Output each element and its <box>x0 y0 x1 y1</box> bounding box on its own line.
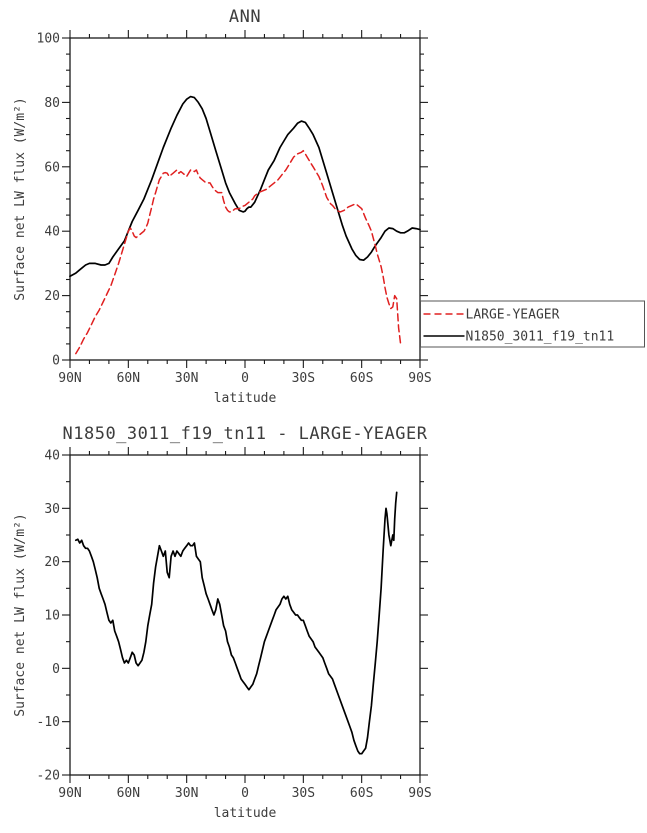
x-tick-label: 60N <box>117 786 140 801</box>
y-tick-label: 0 <box>52 662 60 677</box>
x-tick-label: 90N <box>58 786 81 801</box>
x-tick-label: 0 <box>241 371 249 386</box>
y-tick-label: 20 <box>44 289 60 304</box>
x-tick-label: 90S <box>408 786 431 801</box>
y-tick-label: -10 <box>37 715 60 730</box>
x-tick-label: 30N <box>175 371 198 386</box>
series-n1850-3011-f19-tn11 <box>69 95 421 278</box>
x-tick-label: 90S <box>408 371 431 386</box>
axis-ticks <box>62 447 428 783</box>
top-chart: ANN 90N 60N 30N 0 30S 60S 90S 0 20 40 60 80 100 latitu… <box>13 7 645 406</box>
x-tick-label: 60S <box>350 786 373 801</box>
x-tick-label: 0 <box>241 786 249 801</box>
series-large-yeager <box>75 149 402 355</box>
y-tick-label: 0 <box>52 354 60 369</box>
y-tick-label: 40 <box>44 449 60 464</box>
x-tick-label: 30S <box>292 786 315 801</box>
bottom-chart: N1850_3011_f19_tn11 - LARGE-YEAGER 90N 60N… <box>13 424 432 821</box>
y-tick-label: -20 <box>37 769 60 784</box>
y-axis-title: Surface net LW flux (W/m²) <box>13 97 28 301</box>
chart-title: N1850_3011_f19_tn11 - LARGE-YEAGER <box>63 424 428 444</box>
y-tick-label: 80 <box>44 96 60 111</box>
y-tick-label: 60 <box>44 160 60 175</box>
chart-title: ANN <box>229 7 261 27</box>
x-tick-label: 30S <box>292 371 315 386</box>
y-tick-label: 30 <box>44 502 60 517</box>
y-tick-label: 10 <box>44 609 60 624</box>
plot-area <box>69 37 421 361</box>
x-tick-label: 60S <box>350 371 373 386</box>
legend-box <box>420 300 645 348</box>
x-tick-label: 30N <box>175 786 198 801</box>
y-tick-label: 40 <box>44 225 60 240</box>
x-axis-title: latitude <box>214 391 277 406</box>
y-tick-label: 20 <box>44 555 60 570</box>
axis-ticks <box>62 30 428 368</box>
x-tick-label: 60N <box>117 371 140 386</box>
series-n1850-3011-f19-tn11-large-yeager <box>74 491 398 755</box>
x-tick-label: 90N <box>58 371 81 386</box>
y-tick-label: 100 <box>37 32 60 47</box>
legend-label-large-yeager: LARGE-YEAGER <box>466 308 560 323</box>
x-axis-title: latitude <box>214 806 277 821</box>
plot-area <box>69 454 421 776</box>
legend-label-n1850-3011-f19-tn11: N1850_3011_f19_tn11 <box>466 330 615 345</box>
y-axis-title: Surface net LW flux (W/m²) <box>13 513 28 717</box>
